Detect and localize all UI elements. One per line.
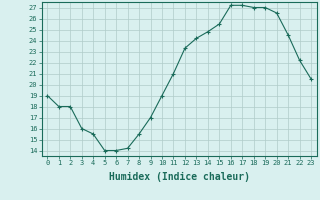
- X-axis label: Humidex (Indice chaleur): Humidex (Indice chaleur): [109, 172, 250, 182]
